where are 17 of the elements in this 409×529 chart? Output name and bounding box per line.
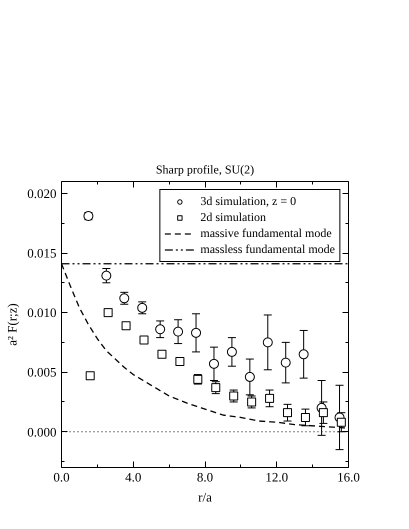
legend-label: 3d simulation, z = 0: [200, 194, 296, 209]
y-tick-label: 0.000: [27, 424, 56, 440]
y-tick-label: 0.010: [27, 305, 56, 320]
x-tick-label: 16.0: [337, 470, 360, 484]
legend-label: 2d simulation: [200, 210, 266, 225]
legend-label: massless fundamental mode: [200, 242, 335, 257]
x-tick-label: 8.0: [196, 470, 214, 484]
y-axis-title: a² F(r;z): [4, 303, 20, 346]
x-tick-label: 12.0: [265, 470, 288, 484]
x-axis-title: r/a: [198, 490, 212, 504]
y-tick-label: 0.005: [27, 364, 56, 380]
x-tick-label: 4.0: [125, 470, 142, 484]
legend-label: massive fundamental mode: [200, 226, 332, 241]
x-tick-label: 0.0: [53, 470, 70, 484]
chart-title: Sharp profile, SU(2): [156, 162, 254, 176]
y-tick-label: 0.015: [27, 246, 56, 260]
y-tick-label: 0.020: [27, 186, 56, 201]
